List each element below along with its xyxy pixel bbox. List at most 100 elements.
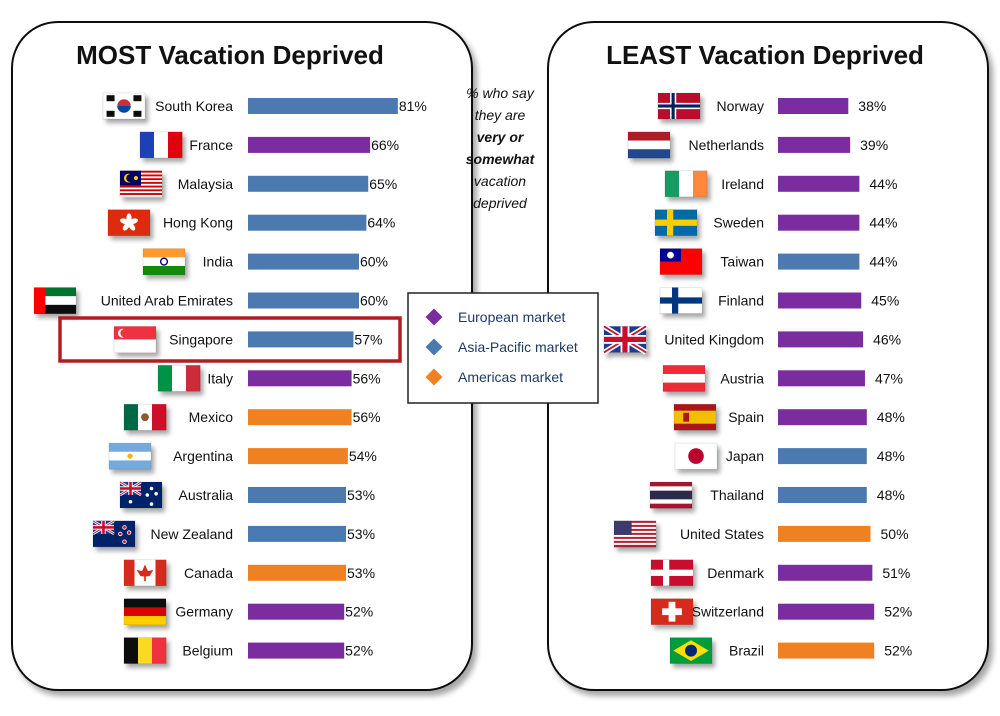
value-label: 52% (884, 643, 912, 659)
netherlands-flag-icon (627, 131, 671, 159)
bar-row: Canada 53% (123, 559, 375, 587)
value-label: 46% (873, 331, 901, 347)
mexico-flag-icon (123, 403, 167, 431)
category-label: United States (680, 526, 764, 542)
bar-row: Austria 47% (662, 364, 903, 392)
highlight-box (58, 316, 402, 363)
category-label: Denmark (707, 565, 765, 581)
category-label: Switzerland (692, 604, 764, 620)
category-label: Netherlands (689, 137, 765, 153)
bar-row: Argentina 54% (108, 442, 377, 470)
legend-marker (425, 338, 443, 356)
bar (248, 370, 352, 387)
category-label: Finland (718, 293, 764, 309)
category-label: New Zealand (151, 526, 234, 542)
category-label: Belgium (182, 643, 233, 659)
category-label: Spain (728, 409, 764, 425)
note-line: very or (477, 129, 525, 145)
denmark-flag-icon (650, 559, 694, 587)
category-label: France (189, 137, 233, 153)
category-label: Brazil (729, 643, 764, 659)
value-label: 54% (349, 448, 377, 464)
taiwan-flag-icon (659, 248, 703, 275)
category-label: Argentina (173, 448, 233, 464)
value-label: 51% (882, 565, 910, 581)
category-label: Norway (717, 98, 764, 114)
bar-row: France 66% (139, 131, 399, 159)
bar (248, 603, 345, 620)
value-label: 44% (869, 176, 897, 192)
legend-marker (425, 368, 443, 386)
legend-label: Americas market (458, 369, 563, 385)
finland-flag-icon (659, 287, 703, 314)
bar-row: Hong Kong 64% (107, 209, 395, 236)
note-line: they are (475, 107, 526, 123)
value-label: 52% (884, 604, 912, 620)
value-label: 45% (871, 293, 899, 309)
bar-row: Brazil 52% (669, 637, 912, 664)
least-deprived-title: LEAST Vacation Deprived (606, 40, 924, 70)
bar (778, 603, 875, 620)
bar-row: Spain 48% (673, 403, 905, 431)
value-label: 39% (860, 137, 888, 153)
value-label: 64% (367, 215, 395, 231)
value-label: 48% (877, 487, 905, 503)
category-label: India (203, 254, 234, 270)
value-label: 48% (877, 409, 905, 425)
value-label: 56% (353, 409, 381, 425)
bar (248, 525, 347, 542)
value-label: 50% (881, 526, 909, 542)
germany-flag-icon (123, 598, 167, 626)
least-deprived-bars: Norway 38% Netherlands 39% Ireland 44% Sweden 4… (602, 92, 912, 664)
value-label: 48% (877, 448, 905, 464)
least-deprived-panel (547, 21, 989, 691)
legend-label: Asia-Pacific market (458, 339, 578, 355)
value-label: 81% (399, 98, 427, 114)
singapore-flag-icon (113, 326, 157, 353)
note-line: vacation (474, 173, 526, 189)
value-label: 60% (360, 254, 388, 270)
new-zealand-flag-icon (92, 519, 136, 548)
category-label: United Kingdom (664, 331, 764, 347)
bar (778, 98, 849, 114)
bar (248, 642, 345, 659)
bar (248, 214, 367, 231)
category-label: Italy (207, 370, 233, 386)
bar-row: United Arab Emirates 60% (33, 287, 388, 314)
canada-flag-icon (123, 559, 167, 587)
bar (248, 292, 359, 309)
malaysia-flag-icon (119, 170, 163, 198)
bar (248, 448, 348, 465)
bar-row: Australia 53% (119, 480, 375, 509)
sweden-flag-icon (654, 209, 698, 236)
most-deprived-bars: South Korea 81% France 66% Malaysia 65% Hong K… (33, 92, 427, 664)
united-arab-emirates-flag-icon (33, 287, 77, 314)
bar-row: Norway 38% (657, 92, 886, 120)
south-korea-flag-icon (102, 92, 146, 120)
value-label: 38% (858, 98, 886, 114)
category-label: Thailand (710, 487, 764, 503)
legend-label: European market (458, 309, 566, 325)
bar-row: India 60% (142, 248, 388, 275)
category-label: Hong Kong (163, 215, 233, 231)
bar-row: Japan 48% (674, 442, 905, 470)
category-label: Canada (184, 565, 233, 581)
japan-flag-icon (674, 442, 718, 470)
thailand-flag-icon (649, 481, 693, 509)
value-label: 52% (345, 643, 373, 659)
most-deprived-panel (11, 21, 473, 691)
bar (778, 448, 867, 465)
bar-row: United Kingdom 46% (602, 324, 901, 355)
brazil-flag-icon (669, 637, 713, 664)
value-label: 60% (360, 293, 388, 309)
bar (778, 214, 860, 231)
bar-row: Belgium 52% (123, 637, 373, 664)
value-label: 52% (345, 604, 373, 620)
category-label: Germany (175, 604, 233, 620)
category-label: Japan (726, 448, 764, 464)
austria-flag-icon (662, 364, 706, 392)
hong-kong-flag-icon (107, 209, 151, 236)
bar (778, 253, 860, 270)
bar-row: Malaysia 65% (119, 170, 397, 198)
bar-row: United States 50% (613, 520, 909, 548)
